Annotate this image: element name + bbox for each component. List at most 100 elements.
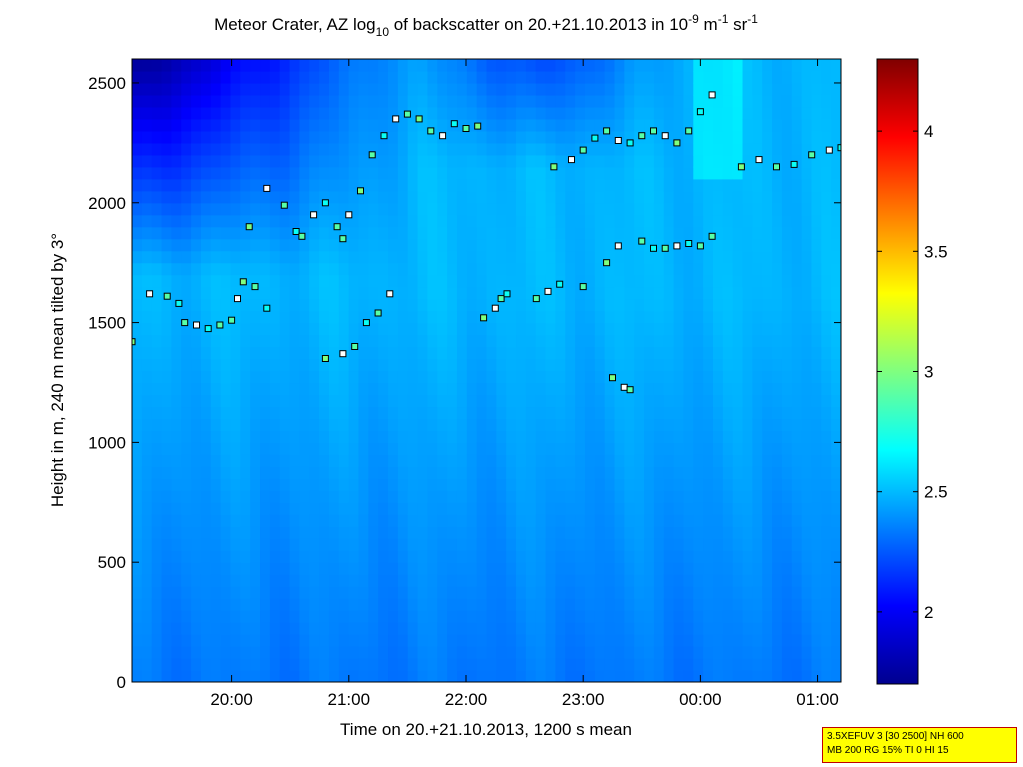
field-cell <box>200 526 212 539</box>
field-cell <box>673 658 685 671</box>
field-cell <box>831 466 841 479</box>
field-cell <box>496 538 507 551</box>
field-cell <box>703 70 714 84</box>
field-cell <box>171 238 182 252</box>
field-cell <box>466 406 478 420</box>
field-cell <box>358 118 369 132</box>
x-tick-label: 21:00 <box>328 690 371 709</box>
field-cell <box>151 538 163 551</box>
field-cell <box>693 334 704 348</box>
field-cell <box>348 142 360 156</box>
field-cell <box>693 418 704 431</box>
field-cell <box>132 310 143 324</box>
field-cell <box>801 142 813 156</box>
field-cell <box>328 178 340 192</box>
field-cell <box>831 382 841 396</box>
field-cell <box>604 478 616 491</box>
field-cell <box>230 286 241 300</box>
field-cell <box>516 106 527 120</box>
field-cell <box>584 586 596 599</box>
field-cell <box>712 670 724 682</box>
field-cell <box>742 226 753 240</box>
field-cell <box>683 358 694 372</box>
field-cell <box>338 298 350 312</box>
field-cell <box>614 178 625 192</box>
field-cell <box>732 130 744 144</box>
field-cell <box>772 310 783 324</box>
field-cell <box>417 466 429 479</box>
field-cell <box>181 358 192 372</box>
field-cell <box>683 514 694 527</box>
field-cell <box>417 154 429 168</box>
field-cell <box>821 59 832 72</box>
field-cell <box>703 106 714 120</box>
field-cell <box>486 262 497 276</box>
field-cell <box>555 310 566 324</box>
field-cell <box>644 190 655 204</box>
cloud-marker-layer-A <box>239 278 247 286</box>
field-cell <box>407 646 419 659</box>
field-cell <box>614 418 625 431</box>
field-cell <box>683 442 694 455</box>
field-cell <box>801 502 813 515</box>
field-cell <box>486 322 497 336</box>
field-cell <box>191 238 202 252</box>
field-cell <box>161 82 172 96</box>
field-cell <box>594 286 606 300</box>
field-cell <box>181 670 192 682</box>
field-cell <box>486 154 497 168</box>
field-cell <box>447 298 458 312</box>
field-cell <box>496 370 507 384</box>
field-cell <box>338 322 350 336</box>
field-cell <box>289 142 301 156</box>
field-cell <box>594 226 606 240</box>
y-tick-label: 2000 <box>88 194 126 213</box>
field-cell <box>663 286 675 300</box>
field-cell <box>250 274 261 288</box>
field-cell <box>328 562 340 575</box>
field-cell <box>594 274 606 288</box>
field-cell <box>791 310 803 324</box>
field-cell <box>358 310 369 324</box>
field-cell <box>289 214 301 228</box>
field-cell <box>210 310 222 324</box>
field-cell <box>506 478 517 491</box>
field-cell <box>407 262 419 276</box>
field-cell <box>132 598 143 611</box>
field-cell <box>220 166 232 180</box>
cloud-marker-layer-E <box>550 163 558 171</box>
field-cell <box>545 598 557 611</box>
field-cell <box>269 670 281 682</box>
field-cell <box>427 670 438 682</box>
field-cell <box>181 94 192 108</box>
field-cell <box>703 466 714 479</box>
field-cell <box>781 634 793 647</box>
field-cell <box>250 586 261 599</box>
field-cell <box>132 670 143 682</box>
field-cell <box>821 382 832 396</box>
field-cell <box>289 202 301 216</box>
field-cell <box>594 59 606 72</box>
field-cell <box>486 214 497 228</box>
field-cell <box>269 394 281 408</box>
field-cell <box>565 634 576 647</box>
field-cell <box>634 598 645 611</box>
field-cell <box>358 478 369 491</box>
field-cell <box>230 202 241 216</box>
field-cell <box>565 130 576 144</box>
field-cell <box>171 250 182 264</box>
field-cell <box>653 238 665 252</box>
field-cell <box>653 466 665 479</box>
field-cell <box>151 394 163 408</box>
field-cell <box>289 166 301 180</box>
field-cell <box>772 406 783 420</box>
cloud-marker-layer-A <box>146 290 154 298</box>
cloud-marker-layer-H <box>790 160 798 168</box>
field-cell <box>535 226 547 240</box>
field-cell <box>663 670 675 682</box>
field-cell <box>161 166 172 180</box>
field-cell <box>358 466 369 479</box>
field-cell <box>732 190 744 204</box>
field-cell <box>486 178 497 192</box>
